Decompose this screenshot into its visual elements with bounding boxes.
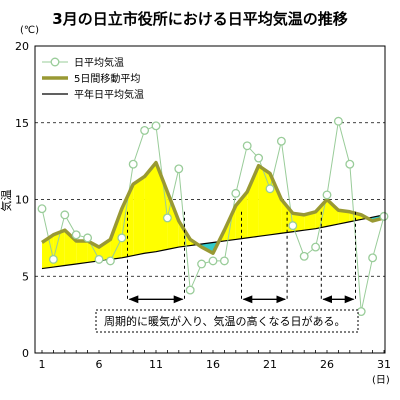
daily-point-31	[379, 211, 389, 221]
fill-segment-above	[76, 240, 88, 264]
fill-segment-above	[258, 165, 270, 237]
x-tick-label-26: 26	[320, 358, 334, 371]
daily-point-17	[219, 256, 229, 266]
y-tick-label-15: 15	[15, 117, 29, 130]
daily-point-21	[265, 184, 275, 194]
x-tick-label-11: 11	[149, 358, 163, 371]
fill-segment-above	[304, 211, 316, 231]
y-axis-unit: (℃)	[20, 25, 39, 36]
fill-segment-above	[144, 162, 156, 254]
daily-point-7	[105, 256, 115, 266]
daily-point-30	[368, 253, 378, 263]
daily-point-4	[71, 230, 81, 240]
fill-segment-above	[99, 239, 111, 261]
daily-point-26	[322, 190, 332, 200]
warm-periods	[127, 211, 356, 304]
x-tick-label-31: 31	[377, 358, 391, 371]
legend-label-1: 5日間移動平均	[74, 72, 140, 85]
chart-title: 3月の日立市役所における日平均気温の推移	[52, 10, 347, 28]
daily-point-6	[94, 254, 104, 264]
daily-point-13	[174, 164, 184, 174]
fill-segment-above	[133, 176, 145, 256]
series-markers	[37, 116, 389, 317]
fill-segment-above	[247, 165, 259, 238]
daily-point-1	[37, 204, 47, 214]
moving-average-line	[41, 160, 385, 255]
y-axis-label: 気温	[0, 190, 13, 212]
daily-point-25	[311, 242, 321, 252]
grid-lines	[35, 122, 385, 277]
y-tick-label-5: 5	[22, 270, 29, 283]
axes	[34, 45, 386, 354]
daily-point-22	[276, 136, 286, 146]
legend-label-0: 日平均気温	[74, 56, 124, 69]
daily-point-29	[356, 307, 366, 317]
legend-label-2: 平年日平均気温	[74, 88, 144, 101]
daily-point-20	[254, 153, 264, 163]
x-tick-label-6: 6	[96, 358, 103, 371]
daily-point-11	[151, 121, 161, 131]
daily-point-19	[242, 141, 252, 151]
daily-point-15	[197, 259, 207, 269]
daily-point-3	[60, 210, 70, 220]
x-tick-label-16: 16	[206, 358, 220, 371]
daily-point-27	[333, 116, 343, 126]
annotation: 周期的に暖気が入り、気温の高くなる日がある。	[95, 309, 359, 333]
daily-point-18	[231, 188, 241, 198]
x-tick-label-21: 21	[263, 358, 277, 371]
daily-point-28	[345, 159, 355, 169]
daily-point-2	[48, 254, 58, 264]
y-tick-label-10: 10	[15, 194, 29, 207]
daily-point-8	[117, 233, 127, 243]
x-tick-label-1: 1	[39, 358, 46, 371]
daily-point-10	[140, 125, 150, 135]
x-axis-unit: (日)	[372, 375, 390, 386]
daily-point-16	[208, 256, 218, 266]
annotation-text: 周期的に暖気が入り、気温の高くなる日がある。	[104, 314, 346, 328]
daily-point-12	[162, 213, 172, 223]
fill-segment-above	[327, 199, 339, 227]
plot-frame	[34, 45, 386, 354]
annotation-box	[95, 309, 359, 333]
fill-segment-above	[338, 210, 350, 225]
daily-point-9	[128, 159, 138, 169]
daily-point-23	[288, 221, 298, 231]
legend-daily-swatch-marker	[50, 57, 60, 67]
y-tick-label-20: 20	[15, 40, 29, 53]
daily-point-24	[299, 251, 309, 261]
daily-point-14	[185, 285, 195, 295]
y-tick-label-0: 0	[22, 347, 29, 360]
daily-point-5	[83, 233, 93, 243]
